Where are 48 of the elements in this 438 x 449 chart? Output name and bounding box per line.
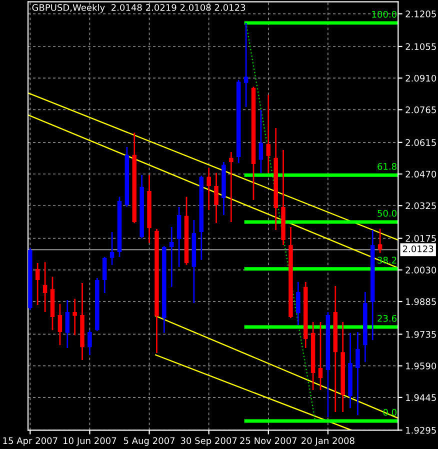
candlestick (169, 226, 174, 288)
y-tick-label: 2.0325 (406, 202, 436, 210)
candlestick (42, 261, 48, 313)
y-tick-label: 2.0910 (406, 74, 436, 82)
candlestick (356, 331, 360, 416)
y-tick-label: 2.1205 (406, 10, 436, 18)
series-label: 23.6 (378, 314, 397, 322)
candlestick (110, 231, 114, 266)
candlestick (266, 94, 271, 174)
candlestick (102, 256, 107, 294)
series-label: 38.2 (378, 256, 396, 264)
candlestick (318, 321, 323, 391)
candlestick (58, 303, 62, 346)
x-tick-label: 10 Jun 2007 (64, 437, 116, 446)
y-tick-label: 2.0470 (406, 170, 436, 178)
y-tick-label: 2.0615 (406, 139, 436, 146)
candlestick (206, 167, 211, 211)
series-label: 61.8 (378, 163, 396, 170)
candlestick (258, 109, 264, 174)
candlestick (214, 172, 218, 224)
x-tick-label: 25 Nov 2007 (240, 437, 297, 444)
y-tick-label: 1.9295 (406, 426, 436, 434)
y-tick-label: 2.0765 (406, 106, 436, 114)
candlestick (244, 22, 248, 108)
y-tick-label: 2.0175 (406, 235, 436, 242)
y-tick-label: 1.9445 (406, 394, 436, 401)
candlestick (229, 151, 234, 223)
candlestick (176, 206, 182, 268)
candlestick (35, 262, 40, 306)
x-tick-label: 20 Jan 2008 (302, 437, 354, 446)
x-tick-label: 30 Sep 2007 (180, 437, 237, 446)
chart-title: GBPUSD,Weekly 2.0148 2.0219 2.0108 2.0123 (32, 4, 246, 13)
candlestick (88, 329, 92, 356)
ref-line-label: 2.0123 (402, 245, 434, 252)
series-label: 50.0 (378, 210, 396, 217)
y-tick-label: 1.9885 (406, 298, 436, 306)
y-tick-label: 2.1055 (406, 43, 436, 50)
x-tick-label: 5 Aug 2007 (124, 437, 175, 446)
series-label: 100.0 (372, 10, 396, 18)
x-tick-label: 15 Apr 2007 (3, 437, 58, 446)
series-label: 0.0 (383, 408, 396, 416)
candlestick (65, 299, 70, 349)
candlestick (378, 228, 382, 254)
y-tick-label: 1.9735 (406, 330, 436, 338)
candlestick (296, 281, 300, 326)
y-tick-label: 2.0030 (406, 266, 436, 274)
candlestick (72, 298, 77, 336)
y-tick-label: 1.9590 (406, 362, 436, 370)
